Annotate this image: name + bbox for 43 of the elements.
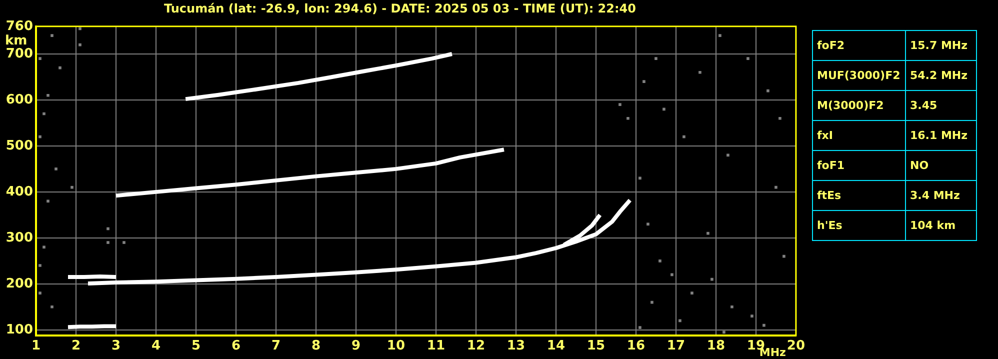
x-tick-label: 18 (706, 338, 726, 354)
text: ftEs (812, 180, 906, 210)
text: 16.1 MHz (906, 120, 976, 150)
x-tick-label: 1 (31, 338, 41, 354)
y-tick-label: 760 (6, 18, 33, 34)
y-tick-label: 300 (6, 230, 33, 246)
x-tick-label: 14 (546, 338, 566, 354)
x-tick-label: 9 (351, 338, 361, 354)
text: 54.2 MHz (906, 60, 976, 90)
text: foF2 (812, 30, 906, 60)
y-tick-label: 100 (6, 322, 33, 338)
x-tick-label: 2 (71, 338, 81, 354)
text: 104 km (906, 210, 976, 240)
y-tick-label: 200 (6, 276, 33, 292)
x-tick-label: 3 (111, 338, 121, 354)
x-tick-label: 20 (786, 338, 805, 354)
text: fxI (812, 120, 906, 150)
y-tick-label: 700 (6, 46, 33, 62)
x-tick-label: 10 (386, 338, 406, 354)
y-tick-label: 500 (6, 138, 33, 154)
x-tick-label: 13 (506, 338, 526, 354)
x-tick-label: 6 (231, 338, 241, 354)
x-tick-label: 17 (666, 338, 686, 354)
x-tick-label: 16 (626, 338, 646, 354)
chart-title: Tucumán (lat: -26.9, lon: 294.6) - DATE: 2025 05 03 - TIME (UT): 22:40 (164, 1, 636, 16)
y-axis-title: km (5, 33, 28, 48)
y-tick-label: 600 (6, 92, 33, 108)
text: 3.4 MHz (906, 180, 976, 210)
text: NO (906, 150, 976, 180)
x-tick-label: 4 (151, 338, 161, 354)
text: 15.7 MHz (906, 30, 976, 60)
text: h'Es (812, 210, 906, 240)
y-tick-label: 400 (6, 184, 33, 200)
text: foF1 (812, 150, 906, 180)
x-tick-label: 15 (586, 338, 606, 354)
text: 3.45 (906, 90, 976, 120)
x-tick-label: 8 (311, 338, 321, 354)
text: MUF(3000)F2 (812, 60, 906, 90)
text: M(3000)F2 (812, 90, 906, 120)
x-tick-label: 11 (426, 338, 446, 354)
x-tick-label: 5 (191, 338, 201, 354)
x-tick-label: 7 (271, 338, 281, 354)
x-tick-label: 12 (466, 338, 486, 354)
